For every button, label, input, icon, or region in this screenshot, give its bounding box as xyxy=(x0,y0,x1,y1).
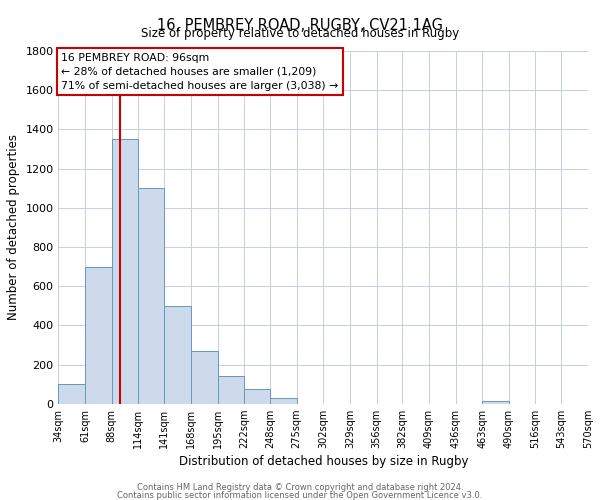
Bar xyxy=(482,401,509,404)
Bar xyxy=(137,188,164,404)
Text: 16 PEMBREY ROAD: 96sqm
← 28% of detached houses are smaller (1,209)
71% of semi-: 16 PEMBREY ROAD: 96sqm ← 28% of detached… xyxy=(61,52,338,90)
Y-axis label: Number of detached properties: Number of detached properties xyxy=(7,134,20,320)
Bar xyxy=(112,139,137,404)
Text: Contains HM Land Registry data © Crown copyright and database right 2024.: Contains HM Land Registry data © Crown c… xyxy=(137,483,463,492)
Bar xyxy=(85,266,112,404)
Bar xyxy=(244,389,270,404)
Text: Size of property relative to detached houses in Rugby: Size of property relative to detached ho… xyxy=(141,28,459,40)
Bar xyxy=(164,306,191,404)
Bar xyxy=(270,398,296,404)
Bar xyxy=(218,376,244,404)
Bar xyxy=(191,351,218,404)
Bar xyxy=(58,384,85,404)
Text: Contains public sector information licensed under the Open Government Licence v3: Contains public sector information licen… xyxy=(118,490,482,500)
X-axis label: Distribution of detached houses by size in Rugby: Distribution of detached houses by size … xyxy=(179,455,468,468)
Text: 16, PEMBREY ROAD, RUGBY, CV21 1AG: 16, PEMBREY ROAD, RUGBY, CV21 1AG xyxy=(157,18,443,32)
